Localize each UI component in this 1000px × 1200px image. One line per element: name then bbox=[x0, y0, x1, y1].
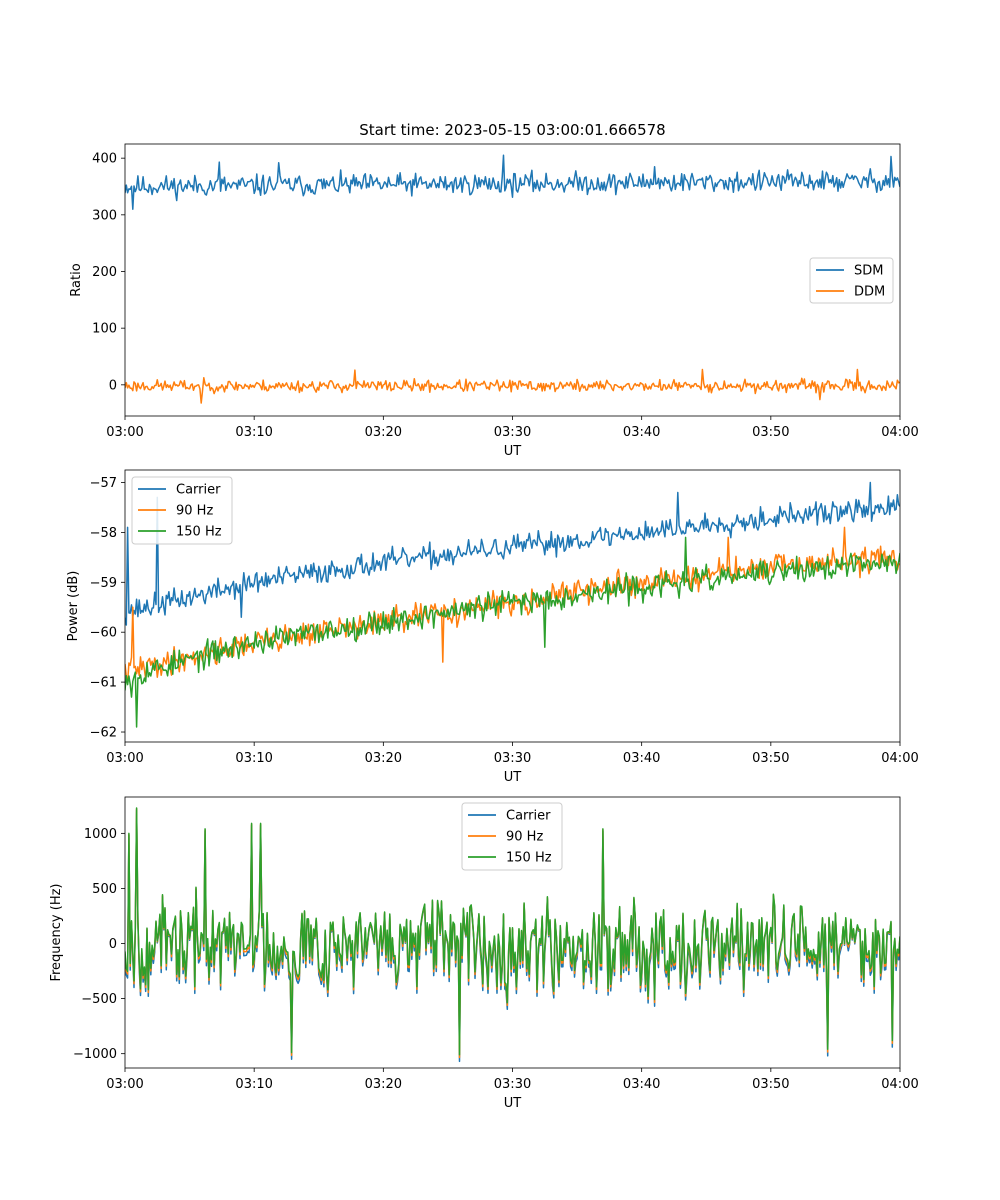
subplot-3: 03:00 03:10 03:20 03:30 03:40 03:50 04:00 1000 5… bbox=[49, 796, 919, 1111]
y-tick-label: −1000 bbox=[73, 1047, 117, 1062]
legend-box bbox=[461, 802, 563, 871]
x-tick-label: 03:20 bbox=[365, 751, 402, 766]
x-axis-label: UT bbox=[504, 1096, 522, 1111]
series-group bbox=[125, 481, 900, 728]
x-tick-label: 03:00 bbox=[106, 751, 143, 766]
y-axis-label: Frequency (Hz) bbox=[49, 883, 64, 981]
x-tick-label: 04:00 bbox=[881, 1077, 918, 1092]
legend-label: SDM bbox=[854, 264, 883, 279]
x-tick-label: 03:40 bbox=[623, 425, 660, 440]
series-line-ddm bbox=[125, 368, 900, 404]
y-tick-label: 500 bbox=[92, 882, 117, 897]
y-tick-label: 1000 bbox=[84, 827, 117, 842]
y-tick-label: 0 bbox=[109, 937, 117, 952]
y-tick-label: 0 bbox=[109, 378, 117, 393]
legend-label: Carrier bbox=[176, 483, 221, 498]
y-tick-label: −60 bbox=[90, 626, 117, 641]
legend-label: DDM bbox=[854, 285, 885, 300]
y-tick-label: 100 bbox=[92, 322, 117, 337]
x-tick-label: 03:40 bbox=[623, 751, 660, 766]
chart-title: Start time: 2023-05-15 03:00:01.666578 bbox=[359, 121, 665, 139]
x-tick-label: 03:50 bbox=[752, 1077, 789, 1092]
x-tick-label: 03:30 bbox=[494, 751, 531, 766]
x-tick-label: 03:10 bbox=[235, 1077, 272, 1092]
y-tick-label: 300 bbox=[92, 208, 117, 223]
y-tick-label: 400 bbox=[92, 152, 117, 167]
series-line-150-hz bbox=[125, 536, 900, 728]
x-tick-label: 03:30 bbox=[494, 425, 531, 440]
series-group bbox=[125, 154, 900, 404]
x-tick-label: 03:50 bbox=[752, 425, 789, 440]
y-axis-label: Power (dB) bbox=[66, 571, 81, 642]
subplot-1: 03:00 03:10 03:20 03:30 03:40 03:50 04:00 400 30… bbox=[69, 121, 919, 459]
y-tick-label: −57 bbox=[90, 476, 117, 491]
series-line-carrier bbox=[125, 481, 900, 626]
x-tick-label: 03:20 bbox=[365, 425, 402, 440]
legend: Carrier 90 Hz 150 Hz bbox=[131, 476, 233, 545]
y-tick-label: −58 bbox=[90, 526, 117, 541]
subplot-2: 03:00 03:10 03:20 03:30 03:40 03:50 04:00 −57 −5… bbox=[66, 469, 919, 785]
legend-label: 150 Hz bbox=[176, 525, 222, 540]
x-tick-label: 03:10 bbox=[235, 425, 272, 440]
x-tick-label: 03:10 bbox=[235, 751, 272, 766]
series-line-sdm bbox=[125, 154, 900, 210]
x-tick-label: 03:00 bbox=[106, 425, 143, 440]
legend-label: 90 Hz bbox=[506, 830, 543, 845]
x-tick-label: 04:00 bbox=[881, 425, 918, 440]
legend-label: Carrier bbox=[506, 809, 551, 824]
y-tick-label: −500 bbox=[81, 992, 117, 1007]
x-tick-label: 03:00 bbox=[106, 1077, 143, 1092]
x-tick-label: 04:00 bbox=[881, 751, 918, 766]
x-axis-label: UT bbox=[504, 770, 522, 785]
x-tick-label: 03:30 bbox=[494, 1077, 531, 1092]
y-tick-label: −61 bbox=[90, 676, 117, 691]
y-axis-label: Ratio bbox=[69, 263, 84, 296]
x-axis-label: UT bbox=[504, 444, 522, 459]
series-line-150-hz bbox=[125, 807, 900, 1056]
y-tick-label: −62 bbox=[90, 726, 117, 741]
legend: Carrier 90 Hz 150 Hz bbox=[461, 802, 563, 871]
legend: SDM DDM bbox=[809, 257, 894, 304]
legend-label: 90 Hz bbox=[176, 504, 213, 519]
x-tick-label: 03:50 bbox=[752, 751, 789, 766]
series-group bbox=[125, 807, 900, 1063]
x-tick-label: 03:20 bbox=[365, 1077, 402, 1092]
legend-label: 150 Hz bbox=[506, 851, 552, 866]
legend-box bbox=[131, 476, 233, 545]
y-tick-label: −59 bbox=[90, 576, 117, 591]
y-tick-label: 200 bbox=[92, 265, 117, 280]
x-tick-label: 03:40 bbox=[623, 1077, 660, 1092]
